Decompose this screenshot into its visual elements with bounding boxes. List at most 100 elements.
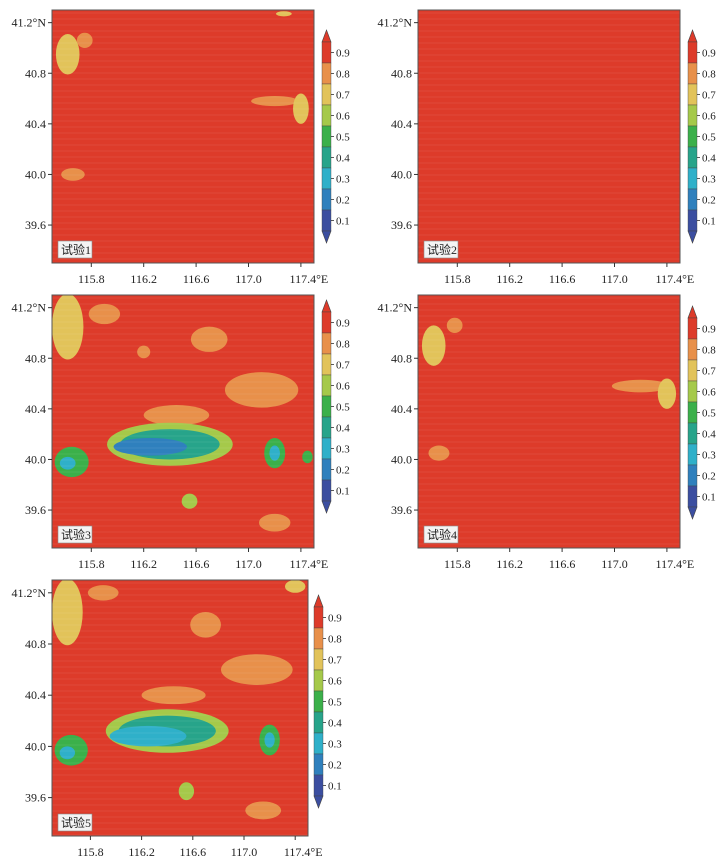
field-region-3 xyxy=(428,445,450,461)
colorbar-tick-label: 0.7 xyxy=(702,366,716,378)
x-tick-label: 115.8 xyxy=(444,272,471,286)
field-regions xyxy=(55,11,309,181)
colorbar-tick-label: 0.2 xyxy=(702,195,716,207)
colorbar-segment xyxy=(321,332,332,355)
colorbar-tick-label: 0.7 xyxy=(328,655,342,667)
field-region-1 xyxy=(421,325,446,366)
panel-label-box xyxy=(423,525,459,544)
x-tick-label: 117.0 xyxy=(601,557,628,571)
field-background xyxy=(418,10,680,263)
field-background xyxy=(418,295,680,548)
colorbar-cap-top xyxy=(687,29,698,43)
colorbar-tick-label: 0.4 xyxy=(702,153,716,165)
colorbar-tick-label: 0.7 xyxy=(336,360,350,372)
colorbar-tick-label: 0.8 xyxy=(328,634,342,646)
panel-5: 115.8 116.2 116.6 117.0 117.4°E 39.6 40.0 40.4 4… xyxy=(12,579,342,859)
texture xyxy=(52,297,314,545)
colorbar-tick-label: 0.3 xyxy=(702,174,716,186)
x-tick-label: 117.4°E xyxy=(656,557,695,571)
colorbar-tick-label: 0.2 xyxy=(336,465,350,477)
y-tick-label: 39.6 xyxy=(391,218,412,232)
y-tick-label: 40.8 xyxy=(25,66,46,80)
colorbar-cap-bottom xyxy=(313,795,324,809)
x-tick-label: 117.4°E xyxy=(290,557,329,571)
colorbar-segment xyxy=(313,753,324,776)
field-region-2 xyxy=(446,317,463,333)
y-tick-label: 41.2°N xyxy=(378,16,413,30)
field-region-16 xyxy=(258,513,291,532)
colorbar-segment xyxy=(321,125,332,148)
x-tick-label: 116.6 xyxy=(549,272,576,286)
colorbar-segment xyxy=(687,485,698,508)
colorbar-tick-label: 0.5 xyxy=(328,697,342,709)
y-tick-label: 40.0 xyxy=(25,167,46,181)
x-tick-label: 117.0 xyxy=(235,272,262,286)
colorbar-segment xyxy=(687,62,698,85)
colorbar-segment xyxy=(321,83,332,106)
colorbar-tick-label: 0.3 xyxy=(328,739,342,751)
colorbar-tick-label: 0.1 xyxy=(336,216,350,228)
panel-label: 试验5 xyxy=(61,815,91,830)
x-tick-label: 116.2 xyxy=(130,557,157,571)
y-tick-label: 39.6 xyxy=(25,791,46,805)
colorbar-tick-label: 0.2 xyxy=(328,760,342,772)
colorbar-segment xyxy=(687,422,698,445)
panels: 115.8 116.2 116.6 117.0 117.4°E 39.6 40.0 40.4 4… xyxy=(12,9,716,859)
field-region-10 xyxy=(59,746,76,760)
colorbar: 0.1 0.2 0.3 0.4 0.5 0.6 0.7 0.8 0.9 xyxy=(313,594,342,809)
colorbar-cap-top xyxy=(321,29,332,43)
texture xyxy=(52,582,308,836)
x-tick-label: 116.6 xyxy=(549,557,576,571)
x-tick-label: 117.4°E xyxy=(656,272,695,286)
colorbar-segment xyxy=(313,774,324,797)
x-tick-label: 117.0 xyxy=(235,557,262,571)
y-tick-label: 39.6 xyxy=(25,218,46,232)
y-tick-label: 40.0 xyxy=(25,452,46,466)
colorbar-segment xyxy=(687,146,698,169)
plot-frame xyxy=(51,9,315,264)
colorbar-segment xyxy=(321,104,332,127)
colorbar-tick-label: 0.6 xyxy=(328,676,342,688)
colorbar-segment xyxy=(321,62,332,85)
y-tick-label: 39.6 xyxy=(25,503,46,517)
panel-4: 115.8 116.2 116.6 117.0 117.4°E 39.6 40.0 40.4 4… xyxy=(378,294,716,571)
colorbar-tick-label: 0.6 xyxy=(702,387,716,399)
plot-frame xyxy=(51,579,309,837)
colorbar-segment xyxy=(313,648,324,671)
colorbar-segment xyxy=(313,711,324,734)
colorbar-segment xyxy=(687,443,698,466)
colorbar-tick-label: 0.6 xyxy=(336,111,350,123)
y-tick-label: 40.8 xyxy=(391,66,412,80)
colorbar-segment xyxy=(313,690,324,713)
colorbar-tick-label: 0.3 xyxy=(336,174,350,186)
y-tick-label: 40.0 xyxy=(391,452,412,466)
colorbar-tick-label: 0.1 xyxy=(702,492,716,504)
field-region-11 xyxy=(59,456,76,470)
field-regions xyxy=(52,295,313,532)
texture xyxy=(418,297,680,545)
colorbar-tick-label: 0.1 xyxy=(336,486,350,498)
colorbar-tick-label: 0.4 xyxy=(702,429,716,441)
colorbar-tick-label: 0.3 xyxy=(702,450,716,462)
colorbar-cap-bottom xyxy=(321,500,332,514)
x-tick-label: 115.8 xyxy=(78,272,105,286)
colorbar-segment xyxy=(313,669,324,692)
panel-label-box xyxy=(57,240,93,259)
colorbar-tick-label: 0.2 xyxy=(702,471,716,483)
plot-frame xyxy=(51,294,315,549)
field-background xyxy=(52,580,308,836)
panel-label: 试验4 xyxy=(427,527,457,542)
panel-label: 试验2 xyxy=(427,242,457,257)
y-tick-label: 40.8 xyxy=(25,637,46,651)
x-tick-label: 117.4°E xyxy=(290,272,329,286)
x-tick-label: 116.6 xyxy=(183,557,210,571)
y-tick-label: 40.8 xyxy=(25,351,46,365)
colorbar-tick-label: 0.9 xyxy=(328,613,342,625)
colorbar-segment xyxy=(687,83,698,106)
colorbar: 0.1 0.2 0.3 0.4 0.5 0.6 0.7 0.8 0.9 xyxy=(687,29,716,244)
colorbar-segment xyxy=(321,416,332,439)
field-region-1 xyxy=(52,580,83,646)
colorbar-segment xyxy=(321,41,332,64)
plot-frame xyxy=(417,294,681,549)
